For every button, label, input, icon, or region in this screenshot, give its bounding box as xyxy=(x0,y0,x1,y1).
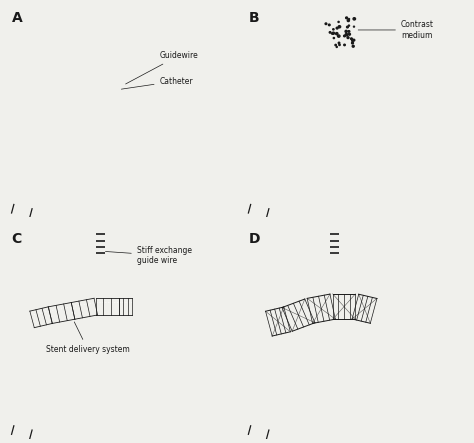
Circle shape xyxy=(344,35,346,37)
Circle shape xyxy=(338,26,341,28)
Circle shape xyxy=(352,40,354,42)
Circle shape xyxy=(352,42,354,44)
Text: Catheter: Catheter xyxy=(121,77,193,89)
Circle shape xyxy=(348,25,349,26)
Circle shape xyxy=(352,45,354,47)
Circle shape xyxy=(354,26,355,27)
Circle shape xyxy=(344,44,345,46)
Text: Contrast
medium: Contrast medium xyxy=(358,20,434,40)
Circle shape xyxy=(328,24,330,26)
Circle shape xyxy=(348,33,350,35)
Circle shape xyxy=(347,19,349,22)
Circle shape xyxy=(345,34,348,36)
Circle shape xyxy=(339,44,340,46)
Circle shape xyxy=(336,32,338,35)
Circle shape xyxy=(337,35,340,37)
Circle shape xyxy=(338,21,339,23)
Text: Stent delivery system: Stent delivery system xyxy=(46,322,129,354)
Circle shape xyxy=(346,26,348,28)
Circle shape xyxy=(336,27,338,29)
Text: D: D xyxy=(248,232,260,246)
Text: C: C xyxy=(11,232,22,246)
Circle shape xyxy=(333,29,334,30)
Text: A: A xyxy=(11,11,22,25)
Text: B: B xyxy=(248,11,259,25)
Text: Stiff exchange
guide wire: Stiff exchange guide wire xyxy=(105,246,192,265)
Circle shape xyxy=(347,37,349,39)
Circle shape xyxy=(329,31,331,33)
Circle shape xyxy=(331,33,333,34)
Circle shape xyxy=(348,31,350,32)
Circle shape xyxy=(345,31,347,32)
Circle shape xyxy=(346,17,347,19)
Circle shape xyxy=(338,42,340,43)
Circle shape xyxy=(353,39,355,41)
Circle shape xyxy=(353,18,356,20)
Circle shape xyxy=(351,38,352,39)
Circle shape xyxy=(333,38,335,39)
Circle shape xyxy=(332,32,335,34)
Circle shape xyxy=(325,23,327,24)
Text: Guidewire: Guidewire xyxy=(126,51,198,84)
Circle shape xyxy=(335,44,337,46)
